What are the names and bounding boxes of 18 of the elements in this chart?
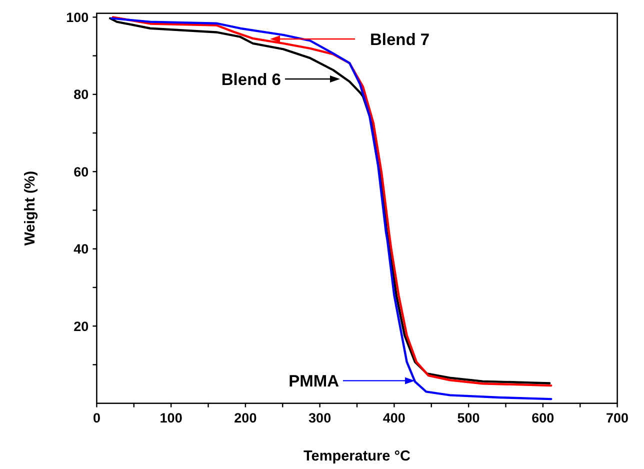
y-tick-label: 40 [74, 242, 89, 257]
x-axis-title: Temperature °C [303, 448, 412, 464]
annotation: PMMA [288, 372, 340, 391]
x-tick-label: 200 [234, 410, 257, 426]
x-tick-label: 100 [160, 410, 182, 426]
x-tick-label: 700 [606, 410, 629, 426]
y-axis-title: Weight (%) [22, 170, 39, 246]
y-tick-label: 60 [74, 164, 89, 180]
annotation: Blend 6 [221, 70, 281, 89]
x-tick-label: 600 [532, 410, 554, 426]
y-tick-label: 20 [74, 318, 89, 334]
x-tick-label: 500 [457, 410, 480, 426]
x-tick-label: 0 [92, 410, 100, 426]
annotation: Blend 7 [370, 30, 430, 49]
y-tick-label: 100 [66, 10, 89, 25]
y-tick-label: 80 [74, 87, 89, 102]
x-tick-label: 400 [382, 410, 406, 426]
x-tick-label: 300 [308, 410, 332, 426]
